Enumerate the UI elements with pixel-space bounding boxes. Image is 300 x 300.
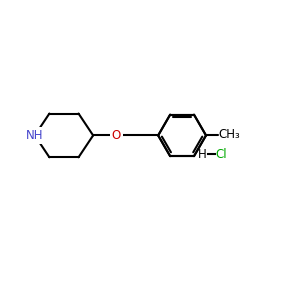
Text: NH: NH bbox=[26, 129, 44, 142]
Text: O: O bbox=[112, 129, 121, 142]
Text: H: H bbox=[198, 148, 207, 161]
Text: Cl: Cl bbox=[216, 148, 227, 161]
Text: CH₃: CH₃ bbox=[219, 128, 241, 141]
